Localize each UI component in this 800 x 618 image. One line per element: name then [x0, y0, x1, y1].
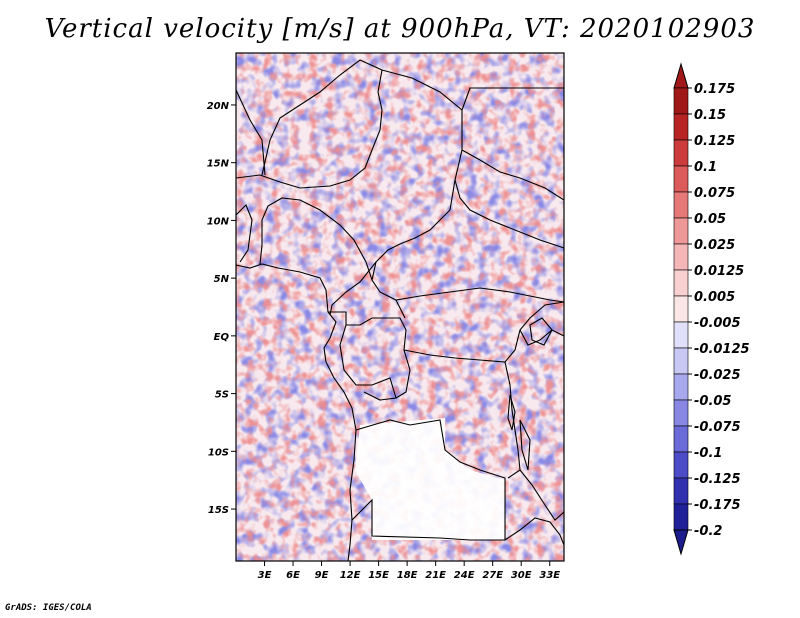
lat-tick-label: EQ — [214, 332, 230, 343]
lat-tick-label: 15N — [207, 159, 230, 170]
colorbar-label: 0.05 — [694, 212, 726, 227]
colorbar-swatch — [673, 295, 689, 323]
colorbar-label: -0.1 — [694, 446, 722, 461]
colorbar-swatch — [673, 399, 689, 427]
colorbar-bottom-arrow — [673, 529, 689, 556]
colorbar-swatch — [673, 269, 689, 297]
colorbar-swatch — [673, 243, 689, 271]
lon-tick-label: 27E — [482, 570, 503, 581]
lat-tick-label: 10N — [207, 216, 230, 227]
colorbar-swatch — [673, 321, 689, 349]
lon-tick-label: 6E — [286, 570, 300, 581]
latitude-axis: 20N 15N 10N 5N EQ 5S 10S 15S — [207, 101, 236, 516]
colorbar-label: -0.025 — [694, 368, 741, 383]
colorbar-swatch — [673, 139, 689, 167]
colorbar-label: 0.125 — [694, 134, 735, 149]
colorbar-label: 0.075 — [694, 186, 735, 201]
colorbar-label: 0.175 — [694, 82, 735, 97]
colorbar-label: 0.005 — [694, 290, 735, 305]
country-borders — [236, 59, 564, 561]
lon-tick-label: 24E — [454, 570, 475, 581]
lon-tick-label: 3E — [258, 570, 272, 581]
colorbar-swatch — [673, 373, 689, 401]
map-frame — [235, 52, 565, 562]
colorbar-swatch — [673, 191, 689, 219]
colorbar-label: -0.005 — [694, 316, 741, 331]
colorbar-swatch — [673, 425, 689, 453]
colorbar-label: -0.0125 — [694, 342, 750, 357]
lon-tick-label: 9E — [315, 570, 329, 581]
colorbar-label: -0.075 — [694, 420, 741, 435]
lat-tick-label: 10S — [208, 447, 229, 458]
colorbar-label: 0.15 — [694, 108, 726, 123]
colorbar-swatch — [673, 503, 689, 531]
colorbar-swatch — [673, 347, 689, 375]
colorbar-label: -0.2 — [694, 524, 722, 539]
colorbar-label: -0.05 — [694, 394, 731, 409]
colorbar-swatch — [673, 451, 689, 479]
lon-tick-label: 21E — [425, 570, 446, 581]
colorbar-swatch — [673, 113, 689, 141]
lakes — [507, 317, 553, 471]
lat-tick-label: 5N — [214, 274, 230, 285]
colorbar-swatch — [673, 217, 689, 245]
longitude-axis: 3E 6E 9E 12E 15E 18E 21E 24E 27E 30E 33E — [258, 561, 560, 581]
colorbar-label: -0.175 — [694, 498, 741, 513]
colorbar-swatch — [673, 477, 689, 505]
colorbar-label: 0.0125 — [694, 264, 744, 279]
colorbar-label: 0.025 — [694, 238, 735, 253]
colorbar-label: -0.125 — [694, 472, 741, 487]
colorbar-swatch — [673, 87, 689, 115]
lon-tick-label: 15E — [368, 570, 389, 581]
grads-credit: GrADS: IGES/COLA — [5, 603, 92, 613]
colorbar: 0.175 0.15 0.125 0.1 0.075 0.05 0.025 0.0125 0.0… — [673, 62, 750, 556]
lon-tick-label: 12E — [340, 570, 361, 581]
lon-tick-label: 33E — [539, 570, 560, 581]
lon-tick-label: 30E — [511, 570, 532, 581]
lat-tick-label: 15S — [208, 505, 229, 516]
colorbar-swatch — [673, 165, 689, 193]
lat-tick-label: 20N — [207, 101, 230, 112]
lon-tick-label: 18E — [397, 570, 418, 581]
lat-tick-label: 5S — [215, 390, 229, 401]
colorbar-top-arrow — [673, 62, 689, 89]
colorbar-label: 0.1 — [694, 160, 717, 175]
map-title: Vertical velocity [m/s] at 900hPa, VT: 2… — [44, 14, 756, 44]
